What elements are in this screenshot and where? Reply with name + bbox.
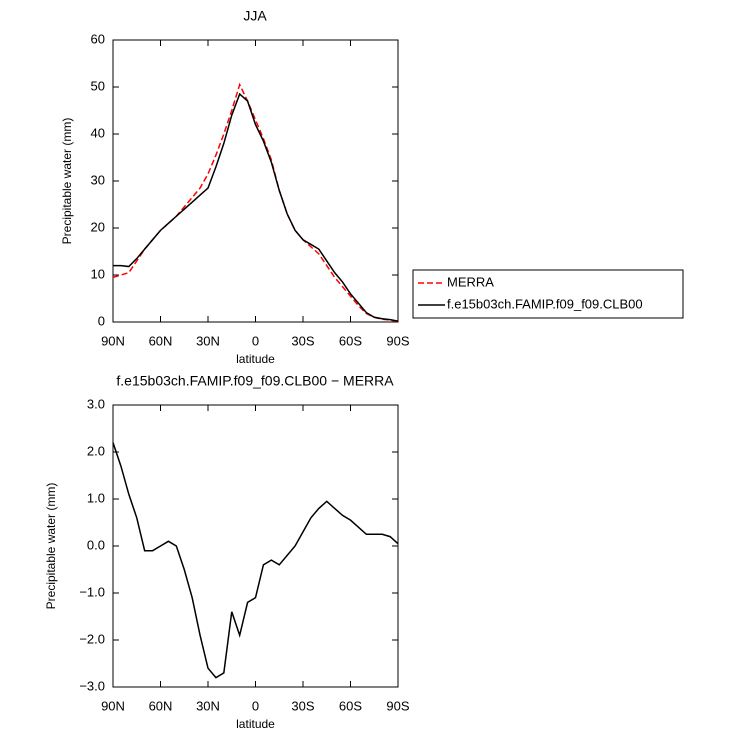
x-tick-label: 0 [252,333,259,348]
y-axis-label: Precipitable water (mm) [60,118,74,245]
x-tick-label: 30N [196,698,220,713]
data-line [112,442,399,679]
y-tick-label: −1.0 [79,584,105,599]
y-tick-label: 50 [91,78,105,93]
plot-frame [112,404,399,688]
x-tick-label: 60S [339,698,362,713]
x-tick-label: 30S [291,333,314,348]
y-tick-label: 20 [91,219,105,234]
x-tick-label: 90N [101,698,125,713]
legend-label: f.e15b03ch.FAMIP.f09_f09.CLB00 [447,296,643,311]
y-axis-label: Precipitable water (mm) [44,483,58,610]
x-tick-label: 60S [339,333,362,348]
y-tick-label: 60 [91,31,105,46]
y-tick-label: 3.0 [87,396,105,411]
x-tick-label: 90S [386,698,409,713]
x-axis-label: latitude [236,352,275,366]
x-axis-label: latitude [236,717,275,731]
x-tick-label: 90N [101,333,125,348]
x-tick-label: 0 [252,698,259,713]
plot-frame [112,39,399,323]
y-tick-label: 2.0 [87,443,105,458]
x-tick-label: 30N [196,333,220,348]
y-tick-label: 0.0 [87,537,105,552]
x-tick-label: 60N [149,333,173,348]
y-tick-label: −3.0 [79,678,105,693]
legend-box [412,269,684,319]
y-tick-label: 0 [98,313,105,328]
x-tick-label: 60N [149,698,173,713]
chart-title: JJA [243,8,267,24]
x-tick-label: 90S [386,333,409,348]
y-tick-label: 10 [91,266,105,281]
data-line [112,82,399,323]
y-tick-label: 1.0 [87,490,105,505]
y-tick-label: 30 [91,172,105,187]
data-line [113,92,399,322]
chart-title: f.e15b03ch.FAMIP.f09_f09.CLB00 − MERRA [116,373,394,389]
y-tick-label: −2.0 [79,631,105,646]
legend-label: MERRA [447,274,494,289]
y-tick-label: 40 [91,125,105,140]
x-tick-label: 30S [291,698,314,713]
